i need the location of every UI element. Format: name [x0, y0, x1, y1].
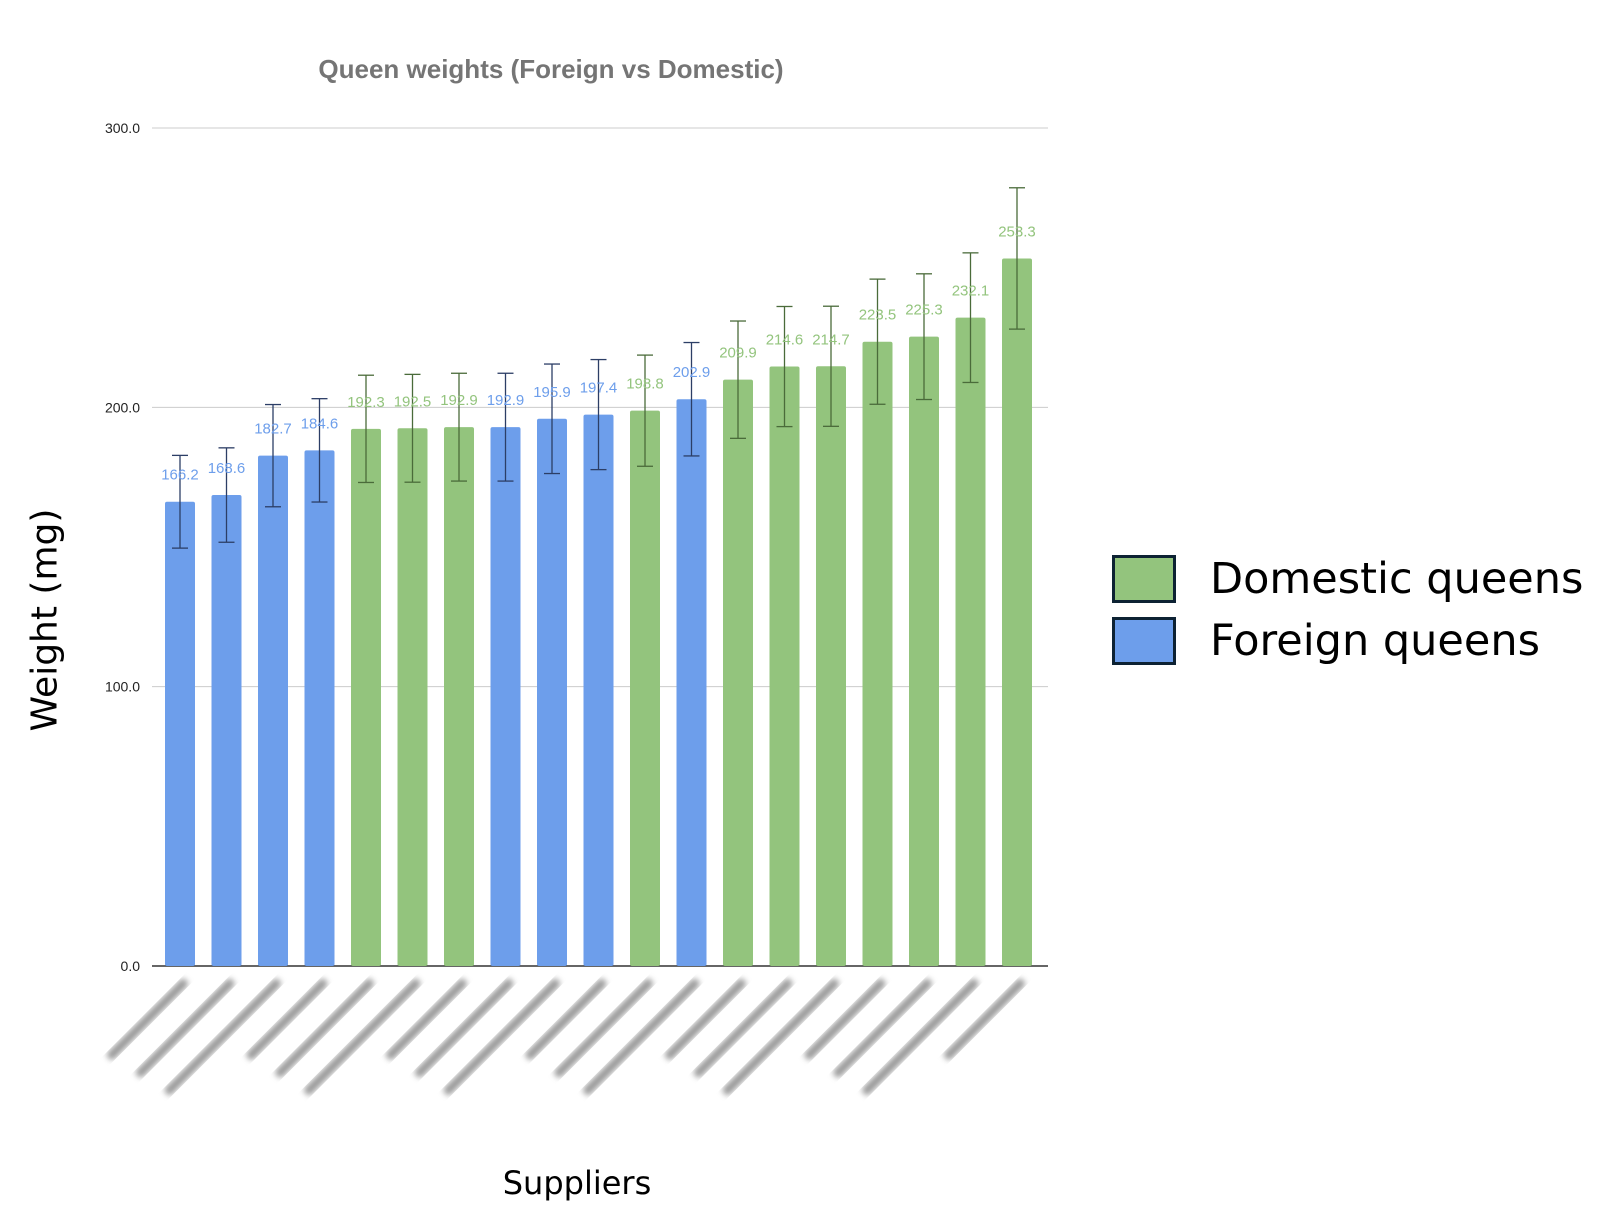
x-tick-label-blurred: [554, 978, 653, 1078]
legend-label: Foreign queens: [1210, 616, 1540, 666]
data-label: 232.1: [952, 283, 990, 300]
chart-title: Queen weights (Foreign vs Domestic): [318, 54, 783, 84]
bar: [909, 336, 939, 966]
x-tick-label-blurred: [304, 978, 421, 1096]
x-tick-label-blurred: [804, 978, 886, 1060]
bar: [1002, 258, 1032, 966]
data-label: 253.3: [998, 223, 1036, 240]
bar: [444, 427, 474, 966]
y-tick-label: 300.0: [105, 120, 140, 136]
data-label: 192.3: [347, 394, 385, 411]
x-tick-label-blurred: [722, 978, 839, 1096]
data-label: 223.5: [859, 307, 897, 324]
y-tick-label: 200.0: [105, 399, 140, 415]
data-label: 192.9: [487, 392, 525, 409]
legend-label: Domestic queens: [1210, 554, 1584, 604]
legend-item-foreign: Foreign queens: [1112, 610, 1583, 672]
y-tick-label: 0.0: [121, 958, 141, 974]
x-tick-label-blurred: [135, 978, 235, 1078]
bar: [211, 495, 242, 966]
data-label: 184.6: [301, 415, 339, 432]
data-label: 192.5: [394, 393, 432, 410]
y-tick-label: 100.0: [105, 679, 140, 695]
data-label: 225.3: [905, 302, 943, 319]
data-label: 198.8: [626, 376, 664, 393]
data-label: 166.2: [161, 467, 199, 484]
x-tick-label-blurred: [833, 978, 932, 1078]
bar: [676, 399, 707, 966]
data-label: 209.9: [719, 345, 757, 362]
data-label: 197.4: [580, 380, 618, 397]
bar: [351, 428, 381, 966]
x-tick-label-blurred: [275, 978, 374, 1078]
x-tick-label-blurred: [665, 978, 746, 1060]
bar: [490, 427, 521, 966]
bar: [630, 410, 660, 967]
bar: [816, 366, 846, 966]
x-tick-label-blurred: [944, 978, 1025, 1060]
x-tick-label-blurred: [525, 978, 607, 1060]
data-label: 214.6: [766, 332, 804, 349]
x-tick-label-blurred: [443, 978, 560, 1096]
x-tick-label-blurred: [583, 978, 700, 1096]
x-tick-label-blurred: [693, 978, 793, 1078]
bar: [304, 450, 335, 966]
bar: [955, 317, 986, 966]
x-tick-label-blurred: [246, 978, 328, 1060]
y-axis-label: Weight (mg): [24, 508, 66, 732]
bar: [723, 379, 753, 966]
bar: [862, 341, 893, 966]
x-tick-label-blurred: [386, 978, 467, 1060]
bar: [165, 501, 195, 966]
x-tick-label-blurred: [164, 978, 281, 1096]
bar: [769, 366, 800, 966]
data-label: 192.9: [440, 392, 478, 409]
data-label: 202.9: [673, 364, 711, 381]
x-tick-label-blurred: [862, 978, 979, 1096]
x-tick-label-blurred: [107, 978, 188, 1060]
legend: Domestic queens Foreign queens: [1112, 548, 1583, 672]
data-label: 168.6: [208, 460, 246, 477]
legend-item-domestic: Domestic queens: [1112, 548, 1583, 610]
bar: [258, 455, 288, 966]
data-label: 214.7: [812, 331, 850, 348]
legend-swatch-foreign: [1112, 617, 1176, 665]
legend-swatch-domestic: [1112, 555, 1176, 603]
bar: [397, 428, 428, 966]
bar: [537, 418, 567, 966]
data-label: 182.7: [254, 421, 292, 438]
bar: [583, 414, 614, 966]
data-label: 195.9: [533, 384, 571, 401]
x-tick-label-blurred: [414, 978, 514, 1078]
x-axis-label: Suppliers: [502, 1164, 652, 1202]
